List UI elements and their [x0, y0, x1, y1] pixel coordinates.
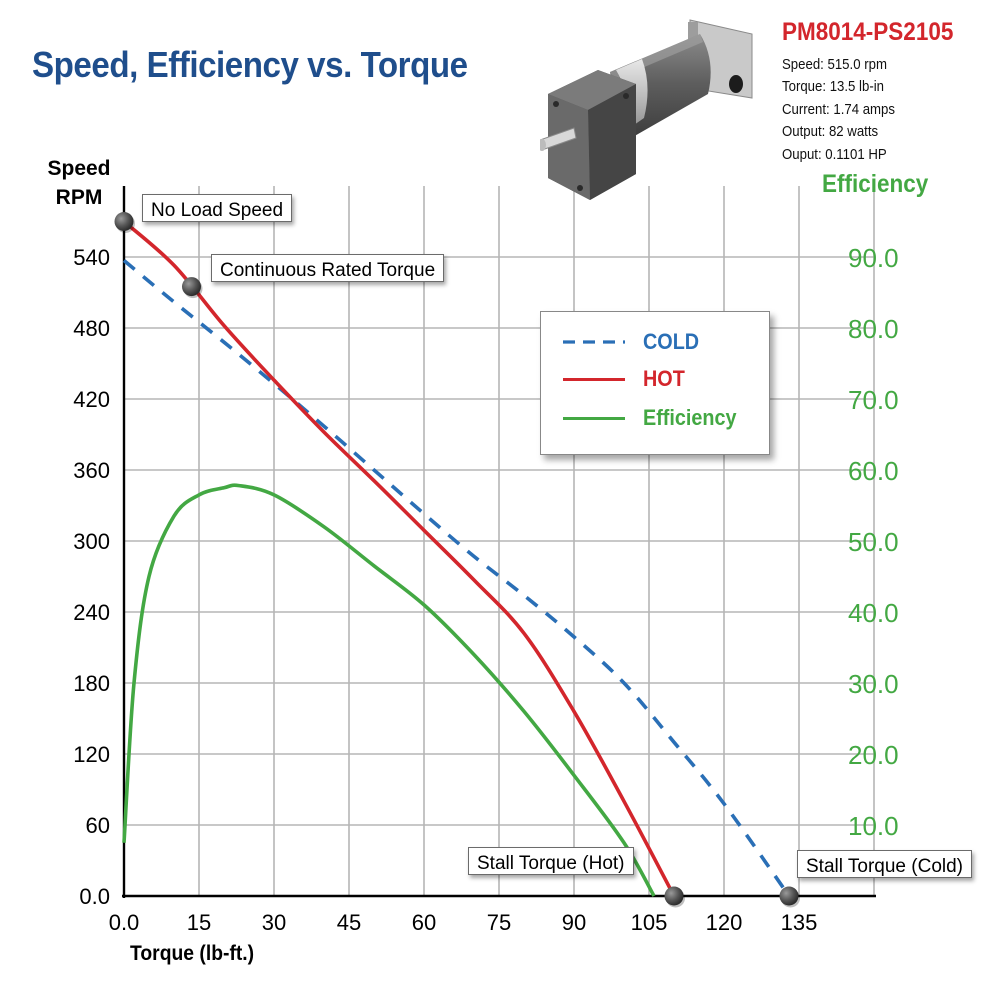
- spec-torque: Torque: 13.5 lb-in: [782, 78, 884, 96]
- x-tick-label: 30: [262, 910, 286, 935]
- y2-tick-label: 90.0: [848, 243, 899, 273]
- y-tick-label: 240: [73, 600, 110, 625]
- marker-no-load-speed: [114, 212, 134, 231]
- motor-image: [540, 19, 753, 200]
- grid: [124, 186, 875, 896]
- y-tick-label: 540: [73, 245, 110, 270]
- annotation-stall-torque-hot: Stall Torque (Hot): [468, 847, 634, 875]
- y2-tick-label: 70.0: [848, 385, 899, 415]
- x-tick-label: 75: [487, 910, 511, 935]
- y-tick-label: 300: [73, 529, 110, 554]
- legend-swatch-cold: [563, 340, 625, 344]
- chart-title: Speed, Efficiency vs. Torque: [32, 44, 468, 85]
- legend-swatch-efficiency: [563, 417, 625, 420]
- spec-output-watts: Output: 82 watts: [782, 123, 879, 141]
- y-axis-label-text: Speed RPM: [47, 157, 111, 209]
- series-line-cold: [122, 259, 791, 898]
- legend-item-hot: HOT: [563, 364, 763, 394]
- series-line-hot: [122, 220, 676, 897]
- spec-current: Current: 1.74 amps: [782, 100, 895, 118]
- x-tick-label: 45: [337, 910, 361, 935]
- x-tick-label: 60: [412, 910, 436, 935]
- y-tick-label: 120: [73, 742, 110, 767]
- y2-tick-label: 20.0: [848, 740, 899, 770]
- y-axis-label: Speed RPM: [40, 154, 118, 212]
- x-tick-label: 0.0: [109, 910, 140, 935]
- y-tick-label: 480: [73, 316, 110, 341]
- series-line-efficiency: [122, 483, 656, 897]
- y2-axis-label: Efficiency: [822, 170, 929, 198]
- markers: [114, 212, 800, 908]
- spec-output-hp: Ouput: 0.1101 HP: [782, 145, 887, 163]
- y2-tick-label: 60.0: [848, 456, 899, 486]
- marker-stall-torque-cold: [779, 886, 799, 906]
- axes: [122, 186, 876, 898]
- y2-tick-label: 30.0: [848, 669, 899, 699]
- y-tick-label: 420: [73, 387, 110, 412]
- legend-label-cold: COLD: [643, 329, 700, 354]
- legend-label-hot: HOT: [643, 366, 685, 391]
- legend-label-efficiency: Efficiency: [643, 405, 737, 430]
- spec-speed: Speed: 515.0 rpm: [782, 56, 887, 73]
- spec-list: Speed: 515.0 rpm Torque: 13.5 lb-in Curr…: [782, 54, 910, 166]
- legend-swatch-hot: [563, 378, 625, 381]
- y2-tick-label: 80.0: [848, 314, 899, 344]
- tick-labels: 0.0 15 30 45 60 75 90 105 120 135 0.0 60 120 180 240 30…: [73, 243, 898, 935]
- x-tick-label: 105: [631, 910, 668, 935]
- x-tick-label: 90: [562, 910, 586, 935]
- legend: COLD HOT Efficiency: [540, 311, 770, 455]
- y2-tick-label: 40.0: [848, 598, 899, 628]
- y-tick-label: 180: [73, 671, 110, 696]
- legend-item-efficiency: Efficiency: [563, 403, 763, 433]
- series: [122, 220, 791, 898]
- x-tick-label: 135: [781, 910, 818, 935]
- y-tick-label: 60: [86, 813, 110, 838]
- marker-stall-torque-hot: [664, 886, 684, 906]
- y-tick-label: 0.0: [79, 884, 110, 909]
- annotation-no-load-speed: No Load Speed: [142, 194, 293, 222]
- x-tick-label: 120: [706, 910, 743, 935]
- marker-continuous-rated-torque: [182, 277, 201, 297]
- x-tick-label: 15: [187, 910, 211, 935]
- annotation-continuous-rated-torque: Continuous Rated Torque: [211, 254, 445, 282]
- y2-tick-label: 50.0: [848, 527, 899, 557]
- model-number: PM8014-PS2105: [782, 18, 954, 46]
- y2-tick-label: 10.0: [848, 811, 899, 841]
- y-tick-label: 360: [73, 458, 110, 483]
- x-axis-label: Torque (lb-ft.): [130, 942, 255, 965]
- annotation-stall-torque-cold: Stall Torque (Cold): [797, 850, 973, 878]
- legend-item-cold: COLD: [563, 327, 763, 357]
